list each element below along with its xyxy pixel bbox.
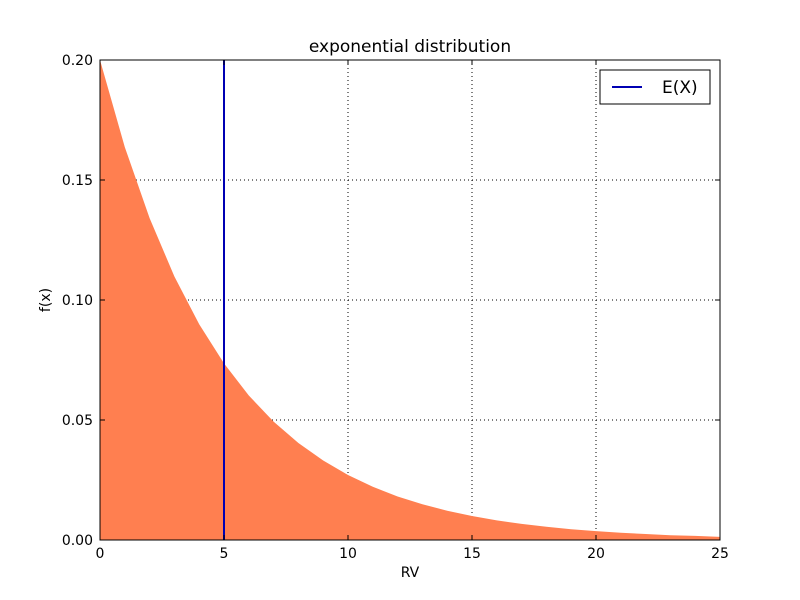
y-tick-label: 0.20 xyxy=(62,53,93,69)
y-axis-label: f(x) xyxy=(38,288,54,312)
x-tick-label: 5 xyxy=(220,546,229,562)
legend: E(X) xyxy=(599,69,711,105)
y-tick-label: 0.10 xyxy=(62,293,93,309)
x-tick-label: 0 xyxy=(96,546,105,562)
chart-title: exponential distribution xyxy=(309,37,511,57)
y-tick-label: 0.05 xyxy=(62,413,93,429)
x-tick-label: 10 xyxy=(339,546,357,562)
y-tick-label: 0.00 xyxy=(62,533,93,549)
x-tick-label: 25 xyxy=(711,546,729,562)
y-tick-label: 0.15 xyxy=(62,173,93,189)
x-tick-label: 15 xyxy=(463,546,481,562)
series-layer xyxy=(100,60,720,540)
density-area xyxy=(100,60,720,540)
legend-label: E(X) xyxy=(662,78,698,98)
x-tick-label: 20 xyxy=(587,546,605,562)
x-axis-label: RV xyxy=(401,565,420,581)
axis-ticks: 0 5 10 15 20 25 0.00 0.05 0.10 0.15 0.20 xyxy=(62,53,729,562)
